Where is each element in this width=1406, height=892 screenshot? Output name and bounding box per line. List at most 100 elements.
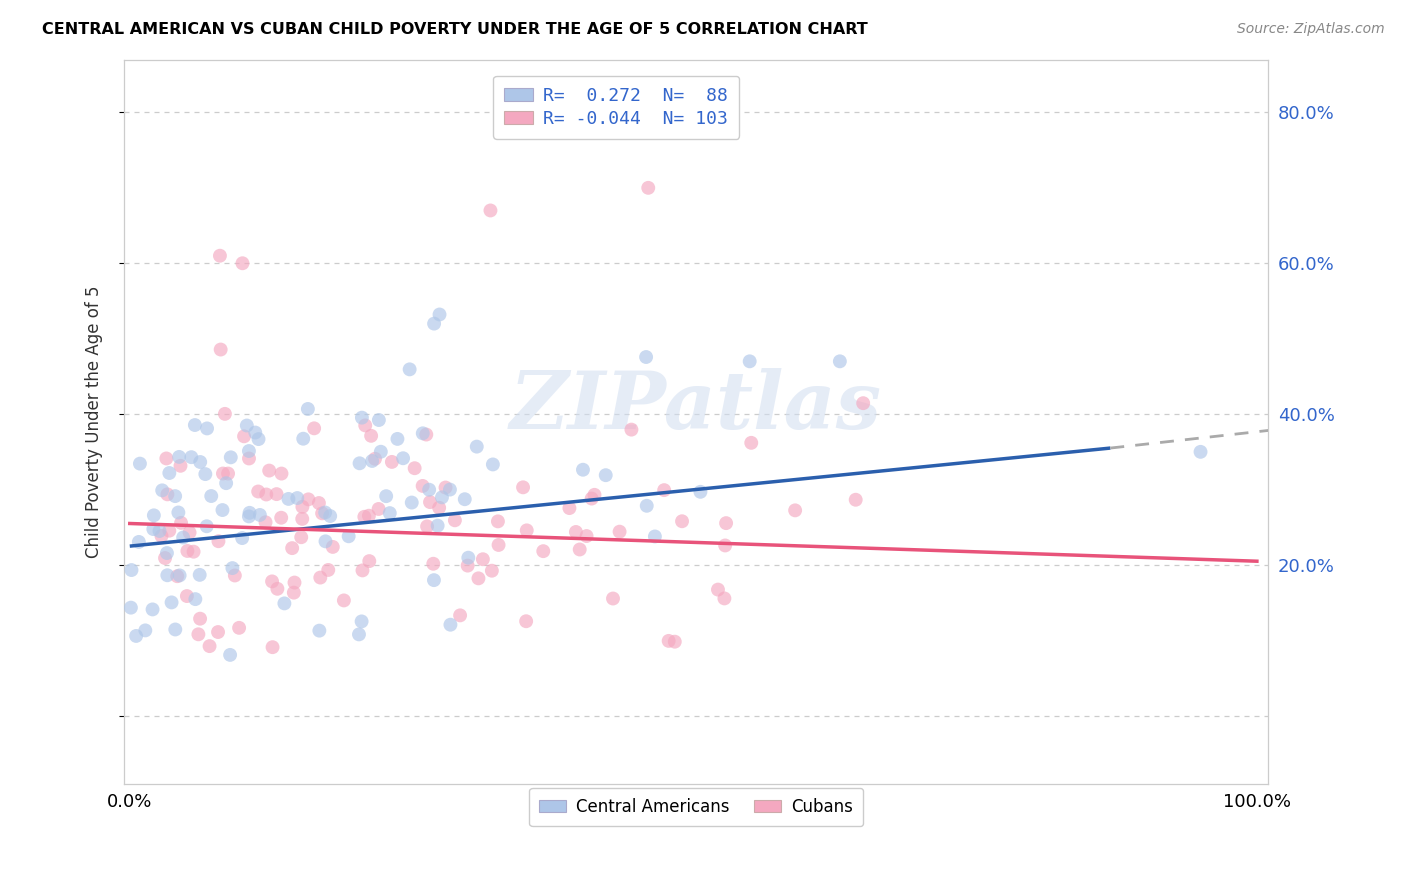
Point xyxy=(219,450,242,465)
Point xyxy=(416,519,439,533)
Point xyxy=(212,467,235,481)
Point xyxy=(257,464,280,478)
Text: ZIPatlas: ZIPatlas xyxy=(510,368,882,446)
Point xyxy=(179,525,201,540)
Point xyxy=(297,401,319,416)
Point xyxy=(153,551,176,566)
Point xyxy=(512,480,534,494)
Point xyxy=(568,542,591,557)
Point xyxy=(315,534,337,549)
Point xyxy=(852,396,875,410)
Legend: Central Americans, Cubans: Central Americans, Cubans xyxy=(529,789,863,826)
Point xyxy=(165,623,187,637)
Point xyxy=(291,512,314,526)
Point xyxy=(429,308,451,322)
Point xyxy=(392,451,415,466)
Point xyxy=(157,466,180,480)
Point xyxy=(637,181,659,195)
Point xyxy=(845,492,868,507)
Point xyxy=(620,423,643,437)
Point xyxy=(367,413,389,427)
Point xyxy=(359,554,381,568)
Point xyxy=(281,541,304,555)
Point xyxy=(254,487,277,501)
Point xyxy=(283,575,305,590)
Point xyxy=(188,567,211,582)
Point xyxy=(636,499,658,513)
Point xyxy=(457,550,479,565)
Point xyxy=(419,495,441,509)
Point xyxy=(150,529,173,543)
Point xyxy=(398,362,420,376)
Point xyxy=(148,524,170,538)
Point xyxy=(262,640,284,655)
Point xyxy=(423,573,446,587)
Point xyxy=(166,569,188,583)
Point xyxy=(270,510,292,524)
Point xyxy=(427,500,450,515)
Point xyxy=(283,585,305,599)
Point xyxy=(430,491,453,505)
Point xyxy=(249,508,271,522)
Point xyxy=(165,489,187,503)
Point xyxy=(347,627,370,641)
Point xyxy=(195,519,218,533)
Point xyxy=(270,467,292,481)
Point xyxy=(418,483,440,497)
Point xyxy=(239,506,262,520)
Point xyxy=(142,522,165,536)
Text: Source: ZipAtlas.com: Source: ZipAtlas.com xyxy=(1237,22,1385,37)
Point xyxy=(292,432,315,446)
Point xyxy=(415,427,437,442)
Point xyxy=(142,508,165,523)
Point xyxy=(454,492,477,507)
Point xyxy=(353,509,375,524)
Point xyxy=(828,354,851,368)
Point xyxy=(602,591,624,606)
Point xyxy=(785,503,807,517)
Point xyxy=(169,568,191,582)
Point xyxy=(156,568,179,582)
Point xyxy=(714,539,737,553)
Point xyxy=(180,450,202,465)
Point xyxy=(740,435,762,450)
Point xyxy=(367,502,389,516)
Point xyxy=(658,633,681,648)
Point xyxy=(412,479,434,493)
Point xyxy=(221,561,243,575)
Point xyxy=(184,418,207,433)
Point xyxy=(738,354,761,368)
Point xyxy=(707,582,730,597)
Point xyxy=(217,467,239,481)
Point xyxy=(575,529,598,543)
Point xyxy=(713,591,735,606)
Point xyxy=(308,496,330,510)
Point xyxy=(354,418,377,433)
Point xyxy=(129,457,152,471)
Point xyxy=(714,516,737,530)
Point xyxy=(583,488,606,502)
Point xyxy=(262,574,284,589)
Point xyxy=(401,495,423,509)
Point xyxy=(322,540,344,554)
Point xyxy=(350,615,373,629)
Point xyxy=(170,516,193,530)
Point xyxy=(156,546,179,560)
Point xyxy=(479,203,502,218)
Point xyxy=(157,524,180,538)
Point xyxy=(183,544,205,558)
Point xyxy=(423,317,446,331)
Point xyxy=(125,629,148,643)
Point xyxy=(155,451,177,466)
Point xyxy=(581,491,603,506)
Point xyxy=(349,456,371,470)
Point xyxy=(361,454,384,468)
Point xyxy=(184,592,207,607)
Point xyxy=(169,458,191,473)
Point xyxy=(652,483,675,497)
Point xyxy=(337,529,360,543)
Point xyxy=(120,600,142,615)
Point xyxy=(671,514,693,528)
Point xyxy=(156,487,179,501)
Point xyxy=(439,617,461,632)
